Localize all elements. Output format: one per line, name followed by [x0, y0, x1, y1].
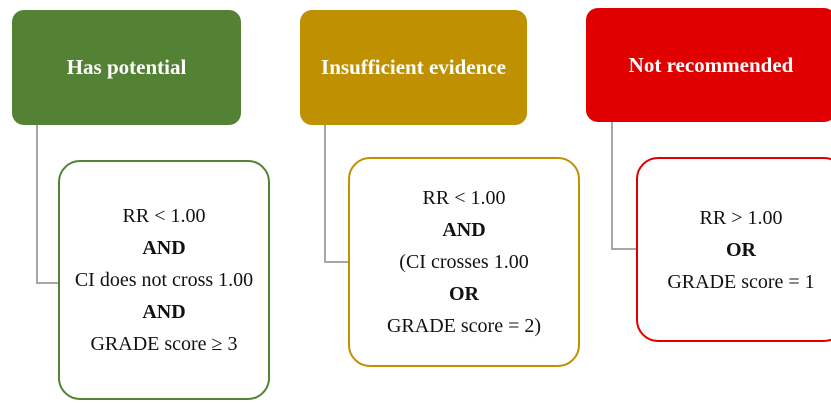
header-box: Has potential	[12, 10, 241, 125]
criterion: GRADE score = 2)	[386, 315, 542, 337]
criterion: GRADE score = 1	[667, 270, 815, 293]
criteria-box: RR < 1.00 AND CI does not cross 1.00 AND…	[58, 160, 270, 400]
criteria-box: RR < 1.00 AND (CI crosses 1.00 OR GRADE …	[348, 157, 580, 367]
criteria-box: RR > 1.00 OR GRADE score = 1	[636, 157, 831, 342]
criterion: RR > 1.00	[699, 206, 783, 229]
operator: AND	[142, 237, 186, 259]
header-box: Not recommended	[586, 8, 831, 122]
criterion: RR < 1.00	[122, 205, 206, 227]
criterion: CI does not cross 1.00	[74, 269, 254, 291]
connector	[36, 125, 58, 284]
criterion: RR < 1.00	[422, 187, 506, 209]
header-box: Insufficient evidence	[300, 10, 527, 125]
operator: OR	[449, 283, 479, 305]
operator: OR	[726, 238, 756, 261]
operator: AND	[142, 301, 186, 323]
criterion: GRADE score ≥ 3	[90, 333, 238, 355]
criterion: (CI crosses 1.00	[399, 251, 529, 273]
connector	[611, 122, 636, 250]
connector	[324, 125, 348, 263]
operator: AND	[442, 219, 486, 241]
